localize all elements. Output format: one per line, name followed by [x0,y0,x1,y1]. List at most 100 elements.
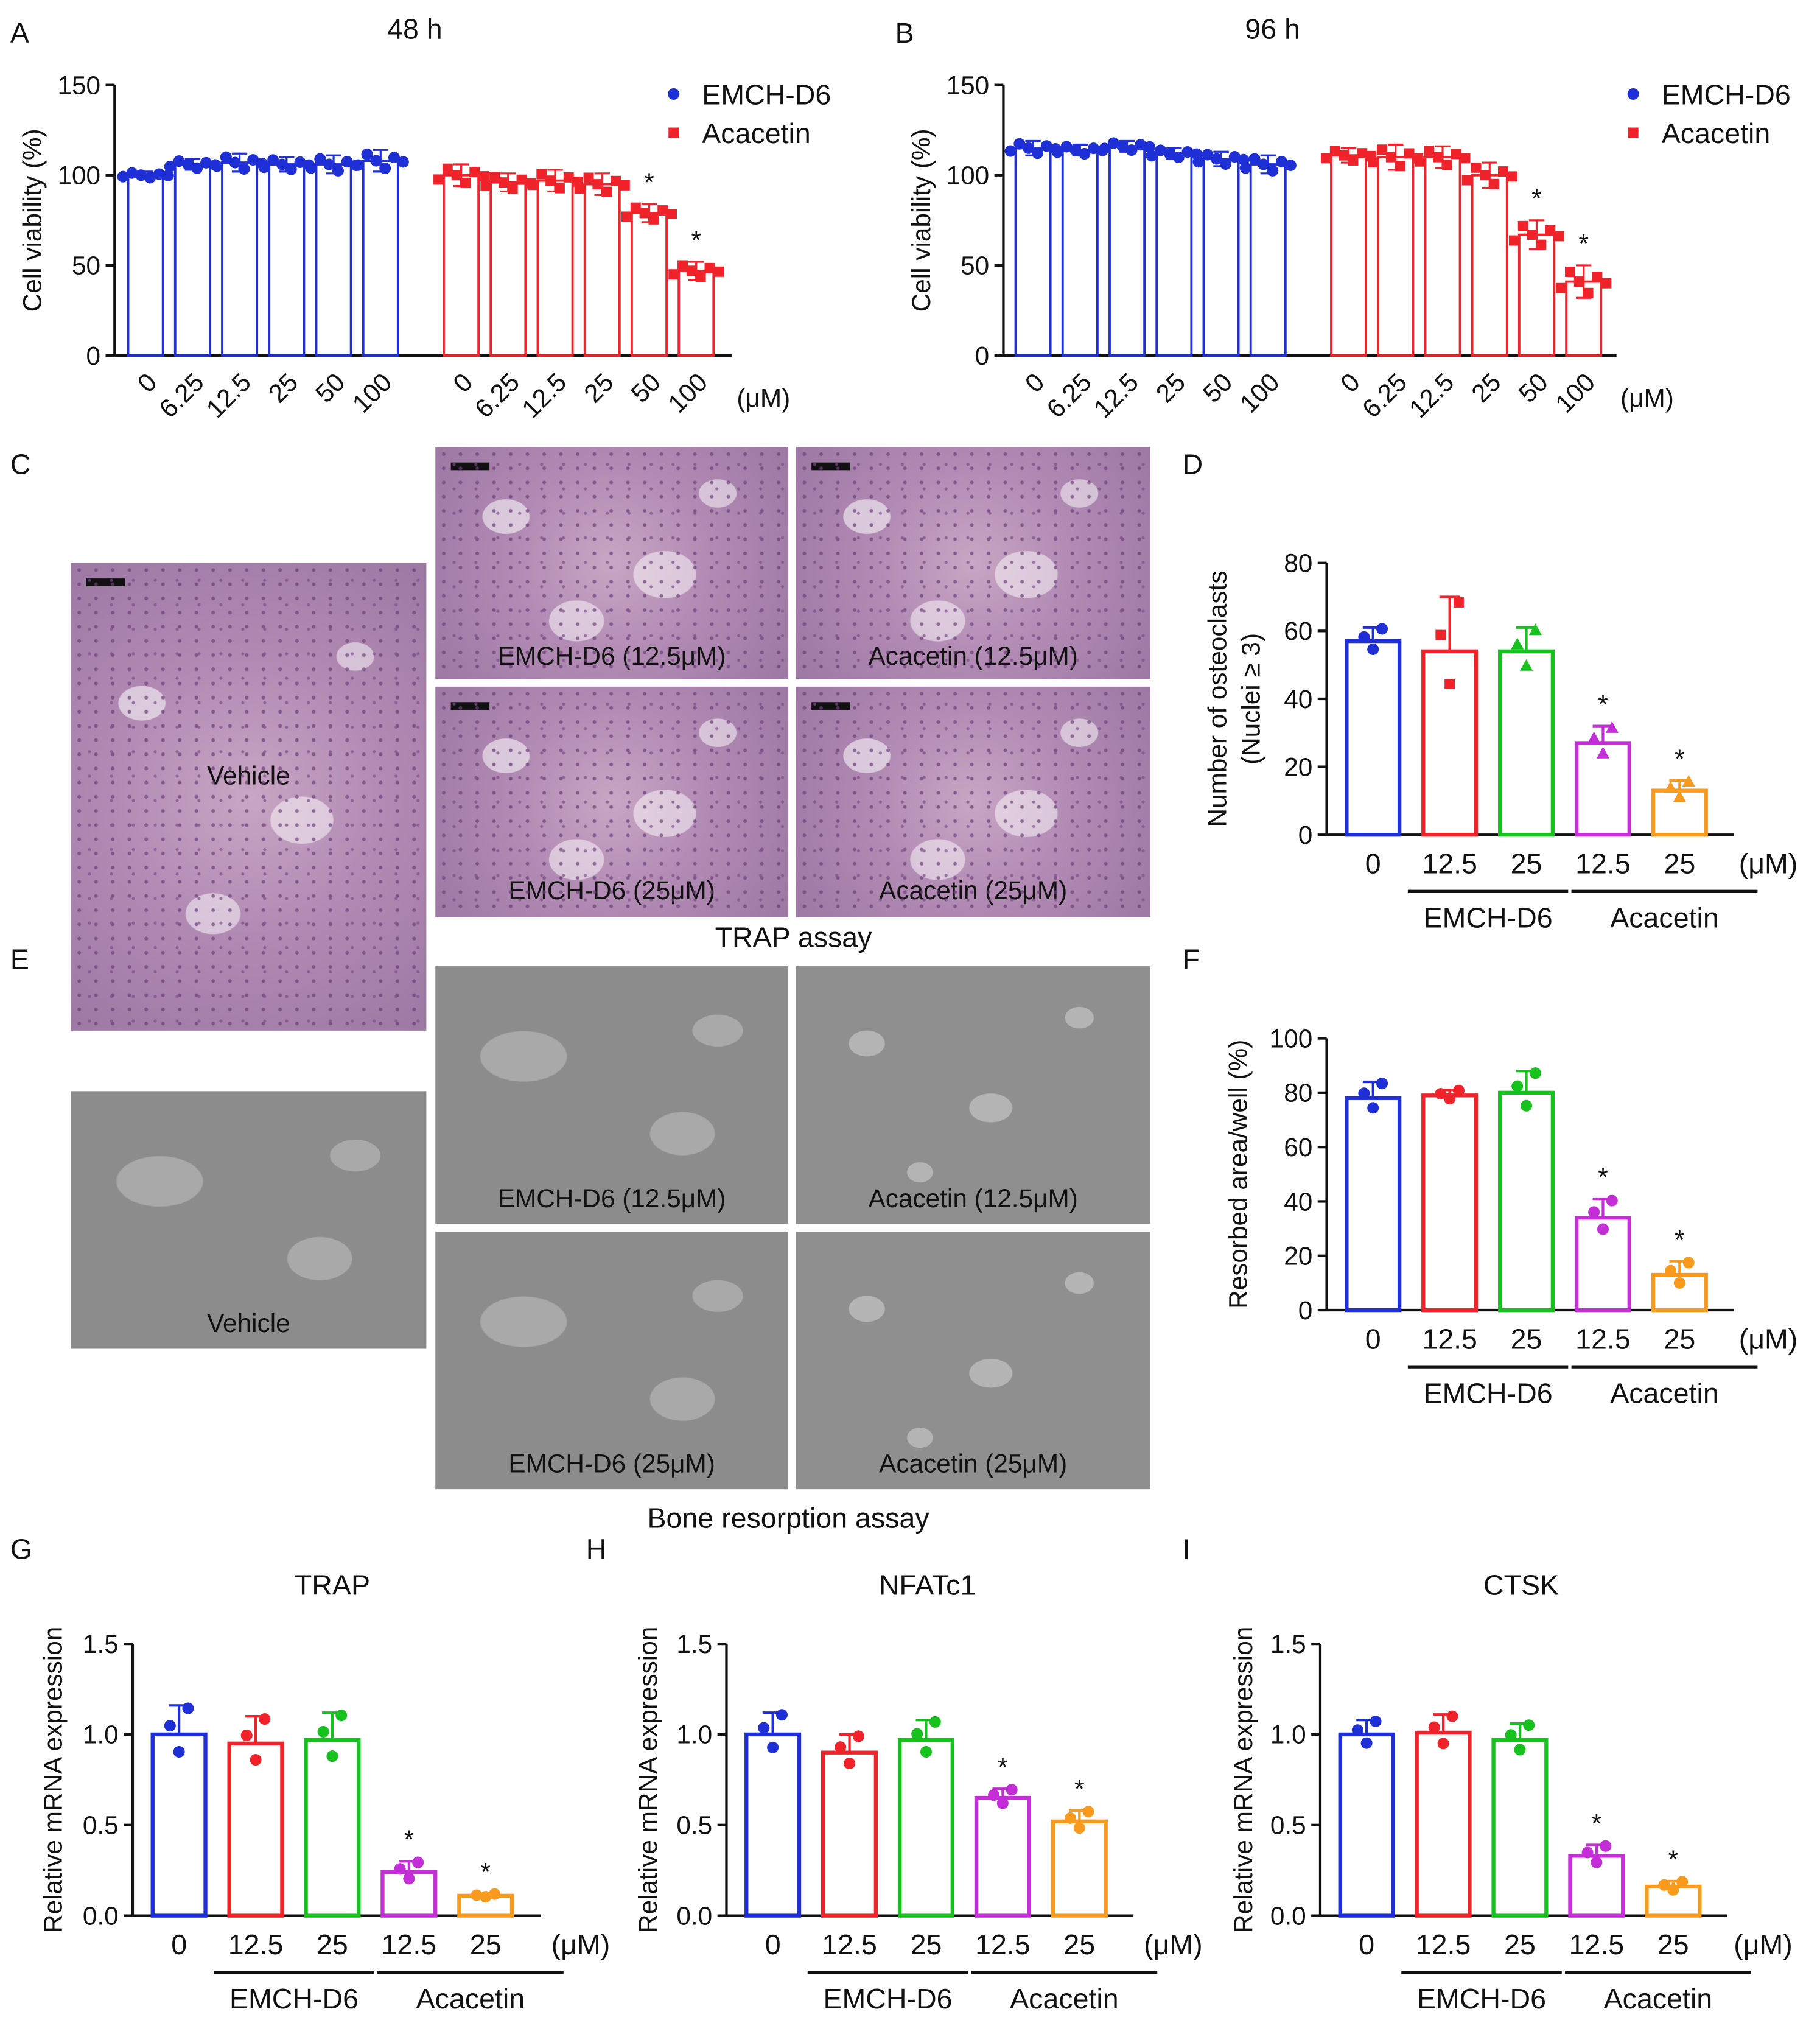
data-point [1284,159,1297,172]
data-point [1258,158,1270,170]
x-tick-label: 12.5 [228,1929,284,1960]
data-point [1435,1088,1447,1100]
x-tick-label: 0 [171,1929,187,1960]
x-tick-label: 100 [1550,368,1600,418]
data-point [1163,147,1175,160]
bar [173,163,211,357]
data-point [1415,156,1426,167]
bar [1421,1093,1479,1313]
data-point [1451,149,1461,160]
legend-emch: EMCH-D6 [1662,79,1791,110]
data-point [844,1758,856,1770]
bar [1014,147,1052,357]
bar [974,1795,1031,1918]
significance-star: * [481,1858,491,1887]
group-label-acacetin: Acacetin [416,1983,525,2015]
data-point [1452,1084,1465,1096]
y-tick-label: 60 [1284,617,1312,645]
data-point [1357,148,1368,159]
data-point [1600,1840,1612,1852]
data-point [1446,1710,1458,1722]
significance-star: * [644,168,654,197]
x-tick-label: 12.5 [822,1929,877,1960]
data-point [267,154,279,166]
panel-letter-g: G [10,1533,32,1565]
data-point [592,179,603,190]
data-point [1554,231,1564,242]
data-point [516,174,527,185]
x-tick-label: 12.5 [1404,368,1459,423]
data-point [1202,149,1214,161]
data-point [775,1709,788,1721]
y-tick-label: 1.5 [83,1630,119,1658]
bar [1497,649,1555,837]
bar [362,160,399,357]
bar [221,161,259,357]
significance-star: * [1578,230,1588,258]
y-axis-label: Relative mRNA expression [39,1627,68,1933]
y-tick-label: 0.0 [83,1901,119,1930]
data-point [1597,1223,1609,1235]
data-point [240,1729,253,1741]
data-point [229,156,241,169]
data-point [1673,1277,1685,1289]
x-tick-label: 0 [447,368,478,398]
bar [304,1738,361,1918]
data-point [1404,148,1415,159]
data-point [835,1741,847,1753]
data-point [648,214,659,225]
x-tick-label: 100 [662,368,713,418]
bar [150,1732,208,1918]
x-tick-label: 50 [310,368,351,409]
data-point [574,183,585,194]
data-point [164,1720,176,1732]
x-tick-label: 0 [1359,1929,1374,1960]
panel-letter-d: D [1183,449,1203,480]
x-tick-label: 0 [1365,848,1381,880]
x-tick-label: 6.25 [469,368,525,423]
legend-acacetin: Acacetin [1662,117,1771,149]
x-tick-label: 12.5 [975,1929,1031,1960]
significance-star: * [404,1825,414,1854]
data-point [1339,150,1349,161]
data-point [1676,1876,1689,1888]
data-point [704,262,715,273]
data-point [379,163,391,175]
legend-acacetin: Acacetin [702,117,811,149]
data-point [460,177,471,188]
data-point [1079,148,1091,160]
data-point [1370,1715,1382,1728]
data-point [126,167,138,179]
data-point [1591,1856,1603,1868]
x-tick-label: 25 [1657,1929,1689,1960]
data-point [1060,141,1073,153]
bar [315,163,352,357]
bar [1061,149,1099,357]
group-label-acacetin: Acacetin [1610,902,1719,934]
data-point [1587,731,1601,743]
data-point [332,164,344,177]
y-tick-label: 1.5 [1270,1630,1306,1658]
data-point [442,163,453,174]
data-point [1508,235,1519,246]
y-tick-label: 100 [1270,1024,1313,1053]
data-point [1006,1784,1018,1796]
x-tick-label: 25 [317,1929,348,1960]
x-tick-label: 12.5 [1088,368,1144,423]
data-point [314,153,326,165]
data-point [1497,166,1508,177]
data-point [1527,230,1538,240]
data-point [1228,151,1241,163]
data-point [1529,1067,1541,1079]
bar [1108,145,1146,357]
trap-vehicle-image: Vehicle [71,563,427,1031]
data-point [1321,153,1331,164]
data-point [1395,161,1405,172]
data-point [695,272,706,282]
panel-letter-f: F [1183,943,1200,975]
x-tick-label: 12.5 [1422,1324,1477,1355]
bar [268,163,306,357]
data-point [1367,1102,1379,1114]
y-tick-label: 100 [947,161,990,190]
data-point [1428,1721,1440,1733]
